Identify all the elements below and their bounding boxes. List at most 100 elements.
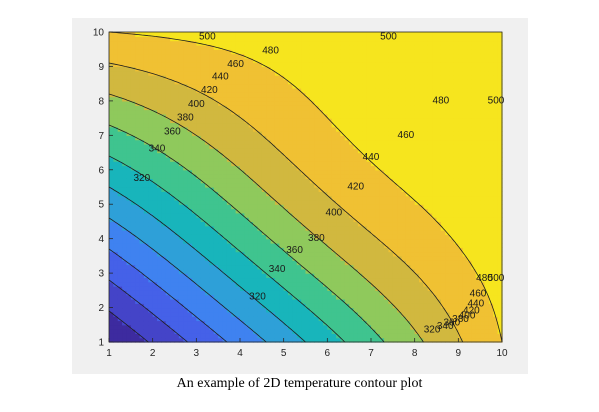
contour-fill-cell <box>135 277 141 283</box>
contour-fill-cell <box>301 298 307 304</box>
contour-fill-cell <box>139 57 145 63</box>
contour-fill-cell <box>218 294 224 300</box>
contour-fill-cell <box>187 324 193 330</box>
contour-fill-cell <box>196 199 202 205</box>
contour-fill-cell <box>314 62 320 68</box>
contour-fill-cell <box>344 87 350 93</box>
contour-fill-cell <box>270 75 276 80</box>
contour-fill-cell <box>226 208 232 214</box>
contour-fill-cell <box>296 242 302 248</box>
contour-fill-cell <box>305 92 311 98</box>
contour-fill-cell <box>318 70 324 76</box>
contour-fill-cell <box>366 100 372 106</box>
contour-fill-cell <box>318 195 324 201</box>
contour-fill-cell <box>226 143 232 149</box>
contour-fill-cell <box>292 131 298 136</box>
contour-fill-cell <box>183 36 189 42</box>
contour-fill-cell <box>261 75 267 80</box>
contour-fill-cell <box>253 161 259 167</box>
contour-fill-cell <box>397 286 403 291</box>
contour-fill-cell <box>196 70 202 76</box>
contour-fill-cell <box>170 135 176 141</box>
contour-fill-cell <box>283 100 289 106</box>
contour-fill-cell <box>213 260 219 266</box>
contour-fill-cell <box>283 251 289 257</box>
contour-fill-cell <box>301 187 307 192</box>
contour-fill-cell <box>327 187 333 192</box>
contour-fill-cell <box>161 225 167 231</box>
contour-fill-cell <box>122 268 128 274</box>
contour-fill-cell <box>279 165 285 171</box>
contour-fill-cell <box>178 122 184 128</box>
contour-fill-cell <box>148 113 154 119</box>
contour-fill-cell <box>331 161 337 167</box>
contour-fill-cell <box>318 40 324 46</box>
contour-fill-cell <box>122 92 128 98</box>
contour-fill-cell <box>366 113 372 119</box>
contour-fill-cell <box>196 113 202 119</box>
contour-fill-cell <box>218 273 224 279</box>
contour-fill-cell <box>349 320 355 326</box>
contour-fill-cell <box>205 204 211 210</box>
contour-fill-cell <box>205 290 211 296</box>
contour-fill-cell <box>257 242 263 248</box>
contour-fill-cell <box>213 234 219 240</box>
contour-fill-cell <box>226 169 232 175</box>
contour-fill-cell <box>301 221 307 227</box>
contour-fill-cell <box>366 204 372 210</box>
contour-fill-cell <box>157 44 162 50</box>
contour-fill-cell <box>340 161 346 167</box>
contour-fill-cell <box>148 324 154 330</box>
contour-fill-cell <box>231 320 237 326</box>
contour-fill-cell <box>248 126 254 132</box>
contour-fill-cell <box>357 333 363 339</box>
contour-fill-cell <box>222 135 228 141</box>
contour-fill-cell <box>322 199 328 205</box>
contour-fill-cell <box>257 212 263 218</box>
contour-fill-cell <box>331 83 337 89</box>
contour-fill-cell <box>240 152 245 158</box>
contour-fill-cell <box>349 187 355 192</box>
contour-fill-cell <box>318 217 324 223</box>
contour-fill-cell <box>410 290 416 296</box>
contour-fill-cell <box>222 169 228 175</box>
contour-fill-cell <box>392 174 398 179</box>
contour-fill-cell <box>327 79 333 85</box>
contour-fill-cell <box>248 178 254 184</box>
contour-fill-cell <box>336 329 342 334</box>
contour-fill-cell <box>244 83 250 89</box>
contour-fill-cell <box>178 100 184 106</box>
contour-fill-cell <box>283 316 289 322</box>
contour-fill-cell <box>384 268 390 274</box>
contour-fill-cell <box>379 70 385 76</box>
contour-fill-cell <box>174 113 180 119</box>
contour-fill-cell <box>109 118 114 124</box>
contour-fill-cell <box>174 143 180 149</box>
contour-fill-cell <box>161 230 167 235</box>
contour-fill-cell <box>314 32 320 37</box>
contour-fill-cell <box>318 191 324 197</box>
contour-fill-cell <box>344 83 350 89</box>
contour-fill-cell <box>349 221 355 227</box>
contour-fill-cell <box>165 131 171 136</box>
contour-fill-cell <box>405 212 411 218</box>
contour-fill-cell <box>340 264 346 270</box>
contour-fill-cell <box>379 135 385 141</box>
contour-fill-cell <box>235 156 241 162</box>
contour-fill-cell <box>336 247 342 253</box>
contour-fill-cell <box>226 79 232 85</box>
contour-fill-cell <box>261 204 267 210</box>
contour-fill-cell <box>266 139 272 145</box>
contour-fill-cell <box>274 139 280 145</box>
contour-fill-cell <box>244 70 250 76</box>
contour-fill-cell <box>314 217 320 223</box>
contour-fill-cell <box>336 307 342 313</box>
contour-fill-cell <box>336 324 342 330</box>
contour-fill-cell <box>288 234 293 240</box>
contour-fill-cell <box>349 324 355 330</box>
contour-fill-cell <box>331 62 337 68</box>
contour-fill-cell <box>401 212 407 218</box>
contour-fill-cell <box>336 230 342 235</box>
contour-fill-cell <box>366 156 372 162</box>
contour-fill-cell <box>152 62 158 68</box>
